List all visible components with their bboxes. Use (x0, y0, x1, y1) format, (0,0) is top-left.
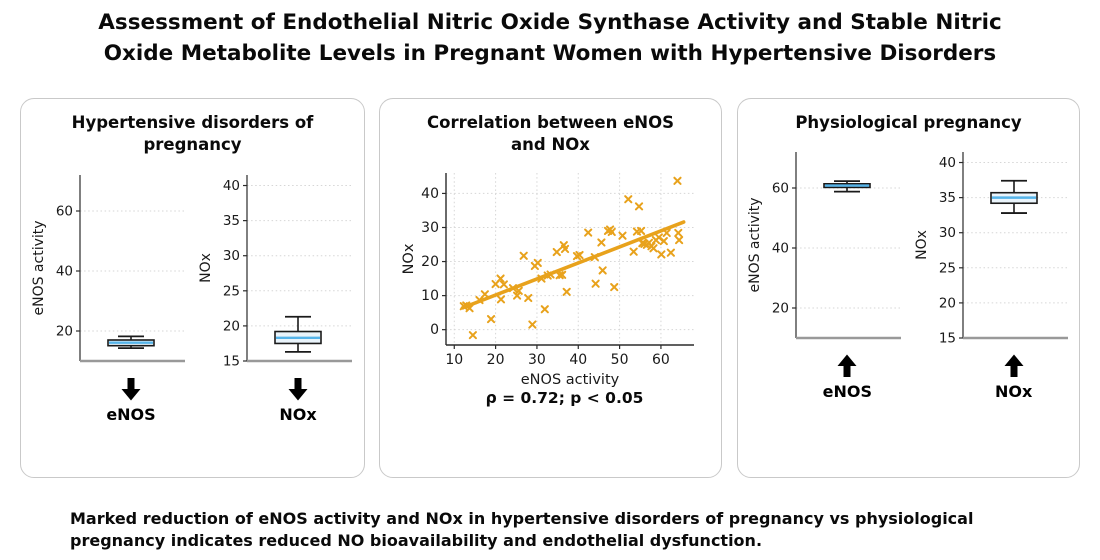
svg-text:NOx: NOx (401, 243, 417, 274)
panel-title: Correlation between eNOS and NOx (427, 113, 674, 155)
svg-text:60: 60 (56, 203, 73, 219)
svg-text:eNOS activity: eNOS activity (520, 372, 619, 388)
svg-text:20: 20 (421, 254, 439, 270)
correlation-scatter-chart: 10 20 30 40 50 60 0 10 20 30 40 NOx eNOS activity (401, 172, 694, 388)
scatter-wrap: 10 20 30 40 50 60 0 10 20 30 40 NOx eNOS activity ρ … (380, 165, 721, 407)
enos-physiological-boxplot-chart: 20 40 60 eNOS activity (747, 152, 902, 340)
svg-text:10: 10 (445, 352, 463, 368)
figure-caption: Marked reduction of eNOS activity and NO… (70, 509, 974, 551)
group-label-enos: eNOS (106, 404, 156, 424)
panel-title: Hypertensive disorders of pregnancy (71, 113, 314, 155)
svg-text:eNOS activity: eNOS activity (31, 220, 47, 315)
down-arrow-icon (288, 377, 308, 401)
svg-text:60: 60 (772, 181, 789, 197)
trend-indicator: eNOS (106, 376, 156, 424)
svg-text:20: 20 (938, 296, 955, 312)
svg-text:30: 30 (421, 220, 439, 236)
svg-text:30: 30 (938, 225, 955, 241)
svg-text:40: 40 (223, 178, 240, 194)
trend-indicator: NOx (995, 353, 1032, 401)
group-label-nox: NOx (995, 382, 1033, 402)
svg-text:35: 35 (223, 213, 240, 229)
panel-title: Physiological pregnancy (795, 113, 1022, 132)
svg-text:20: 20 (223, 318, 240, 334)
nox-hypertensive-boxplot-chart: 15 20 25 30 35 40 NOx (198, 174, 352, 367)
svg-text:15: 15 (223, 353, 240, 367)
boxplots-row: 20 40 60 eNOS activity eNOS 15 20 25 30 35 40 NOx… (21, 169, 364, 424)
svg-text:0: 0 (430, 322, 439, 338)
svg-text:10: 10 (421, 288, 439, 304)
svg-text:20: 20 (56, 323, 73, 339)
svg-text:25: 25 (223, 283, 240, 299)
group-label-enos: eNOS (822, 382, 873, 402)
panel-hypertensive: Hypertensive disorders of pregnancy 20 40… (20, 98, 365, 478)
svg-text:60: 60 (652, 352, 670, 368)
up-arrow-icon (837, 354, 857, 378)
panel-physiological: Physiological pregnancy 20 40 60 eNOS activ… (737, 98, 1080, 478)
figure-title: Assessment of Endothelial Nitric Oxide S… (98, 10, 1002, 66)
svg-text:30: 30 (528, 352, 546, 368)
enos-hypertensive-boxplot-chart: 20 40 60 eNOS activity (31, 174, 185, 362)
svg-text:eNOS activity: eNOS activity (747, 198, 763, 293)
boxplot-nox-hypertensive: 15 20 25 30 35 40 NOx NOx (197, 169, 355, 424)
svg-text:35: 35 (938, 190, 955, 206)
svg-text:40: 40 (772, 241, 789, 257)
boxplot-enos-hypertensive: 20 40 60 eNOS activity eNOS (30, 169, 188, 424)
svg-text:30: 30 (223, 248, 240, 264)
down-arrow-icon (121, 377, 141, 401)
svg-text:25: 25 (938, 261, 955, 277)
svg-text:NOx: NOx (198, 253, 214, 283)
boxplots-row: 20 40 60 eNOS activity eNOS 15 20 25 30 35 40 NOx… (738, 146, 1079, 401)
correlation-annotation: ρ = 0.72; p < 0.05 (485, 388, 644, 407)
svg-text:40: 40 (938, 155, 955, 171)
svg-text:20: 20 (772, 301, 789, 317)
boxplot-enos-physiological: 20 40 60 eNOS activity eNOS (746, 146, 904, 401)
boxplot-nox-physiological: 15 20 25 30 35 40 NOx NOx (913, 146, 1071, 401)
svg-text:40: 40 (421, 185, 439, 201)
svg-text:20: 20 (486, 352, 504, 368)
svg-text:50: 50 (610, 352, 628, 368)
up-arrow-icon (1004, 354, 1024, 378)
panel-correlation: Correlation between eNOS and NOx 10 20 30 4… (379, 98, 722, 478)
trend-indicator: NOx (279, 376, 317, 424)
group-label-nox: NOx (279, 404, 317, 424)
svg-text:40: 40 (569, 352, 587, 368)
svg-text:NOx: NOx (914, 230, 930, 260)
nox-physiological-boxplot-chart: 15 20 25 30 35 40 NOx (914, 152, 1068, 345)
svg-text:15: 15 (938, 331, 955, 345)
svg-text:40: 40 (56, 263, 73, 279)
trend-indicator: eNOS (823, 353, 872, 401)
